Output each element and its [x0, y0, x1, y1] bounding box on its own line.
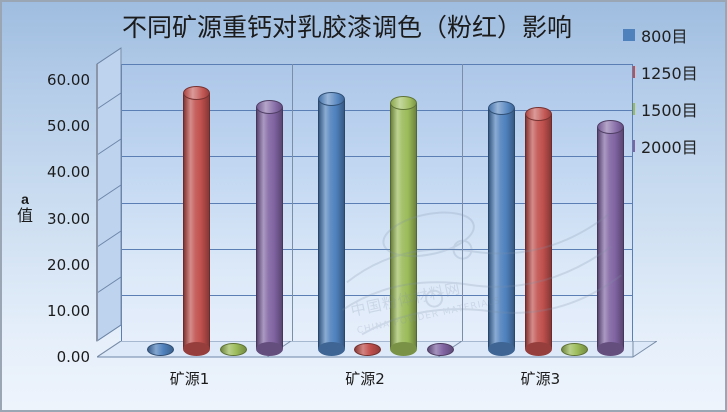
gridline — [121, 202, 633, 204]
gridline — [121, 110, 633, 112]
legend-item-2000[interactable]: 2000目 — [623, 127, 719, 164]
bar-cylinder-body — [390, 102, 418, 349]
bar-cylinder-top — [256, 99, 284, 114]
x-axis-label-3: 矿源3 — [520, 370, 561, 388]
bar-1250目-矿源3[interactable] — [524, 106, 552, 356]
legend-label-800: 800目 — [641, 26, 688, 46]
gridline — [121, 64, 633, 65]
y-axis-tick-label: 20.00 — [47, 255, 90, 274]
bar-cylinder-bottom — [317, 342, 345, 356]
bar-cylinder-body — [256, 106, 284, 349]
legend-label-1250: 1250目 — [641, 63, 698, 83]
bar-cylinder-bottom — [488, 342, 516, 356]
x-axis-label-2: 矿源2 — [345, 370, 385, 388]
gridline — [121, 294, 633, 296]
legend-label-2000: 2000目 — [641, 137, 698, 157]
bar-1500目-矿源2[interactable] — [390, 95, 418, 356]
bar-2000目-矿源1[interactable] — [256, 99, 284, 356]
bar-cylinder-body — [488, 107, 516, 349]
y-axis-title-line-1: a — [21, 191, 29, 207]
gridline — [121, 248, 633, 250]
bar-cylinder-body — [524, 113, 552, 349]
left-wall — [96, 47, 122, 342]
gridline — [121, 156, 633, 158]
bar-cylinder-body — [317, 98, 345, 349]
bar-cylinder-top — [183, 86, 211, 101]
bar-cylinder-top — [524, 106, 552, 121]
bar-1500目-矿源1[interactable] — [219, 343, 247, 356]
y-axis-tick-label: 50.00 — [47, 117, 90, 136]
plot-area: 中国粉体材料网 CHINA POWDER MATERIALS — [96, 47, 657, 358]
y-axis-tick-label: 40.00 — [47, 163, 90, 182]
bar-1500目-矿源3[interactable] — [561, 343, 589, 356]
legend-item-1250[interactable]: 1250目 — [623, 53, 719, 90]
bar-800目-矿源2[interactable] — [317, 91, 345, 356]
legend-swatch-800 — [623, 28, 635, 41]
x-axis-label-1: 矿源1 — [169, 370, 210, 388]
legend-item-1500[interactable]: 1500目 — [623, 90, 719, 127]
bar-1250目-矿源1[interactable] — [183, 86, 211, 356]
bar-cylinder-top — [317, 91, 345, 106]
bar-800目-矿源1[interactable] — [147, 343, 175, 356]
bar-cylinder-bottom — [183, 342, 211, 356]
y-axis-tick-label: 60.00 — [47, 71, 90, 89]
y-axis-tick-label: 10.00 — [47, 301, 90, 320]
y-axis-tick-label: 0.00 — [56, 348, 90, 366]
bar-800目-矿源3[interactable] — [488, 100, 516, 356]
bar-cylinder-top — [597, 120, 625, 135]
legend-item-800[interactable]: 800目 — [623, 16, 719, 53]
bar-cylinder-bottom — [597, 342, 625, 356]
y-axis-title: a 值 — [12, 190, 38, 226]
bar-1250目-矿源2[interactable] — [354, 343, 382, 356]
bar-cylinder-body — [183, 93, 211, 349]
bar-cylinder-body — [597, 127, 625, 349]
y-axis-tick-label: 30.00 — [47, 209, 90, 228]
category-separator — [462, 64, 464, 341]
bar-cylinder-top — [488, 100, 516, 115]
y-axis-ticks: 0.00 10.00 20.00 30.00 40.00 50.00 60.00 — [28, 2, 90, 410]
legend-label-1500: 1500目 — [641, 100, 698, 120]
bar-cylinder-bottom — [390, 342, 418, 356]
bar-cylinder-bottom — [256, 342, 284, 356]
chart-title: 不同矿源重钙对乳胶漆调色（粉红）影响 — [121, 13, 572, 42]
bar-cylinder-bottom — [524, 342, 552, 356]
y-axis-title-line-2: 值 — [16, 208, 33, 225]
bar-cylinder-top — [390, 95, 418, 110]
category-separator — [291, 64, 293, 341]
bar-2000目-矿源3[interactable] — [597, 120, 625, 356]
bar-2000目-矿源2[interactable] — [426, 343, 454, 356]
chart-legend: 800目 1250目 1500目 2000目 — [623, 16, 719, 164]
